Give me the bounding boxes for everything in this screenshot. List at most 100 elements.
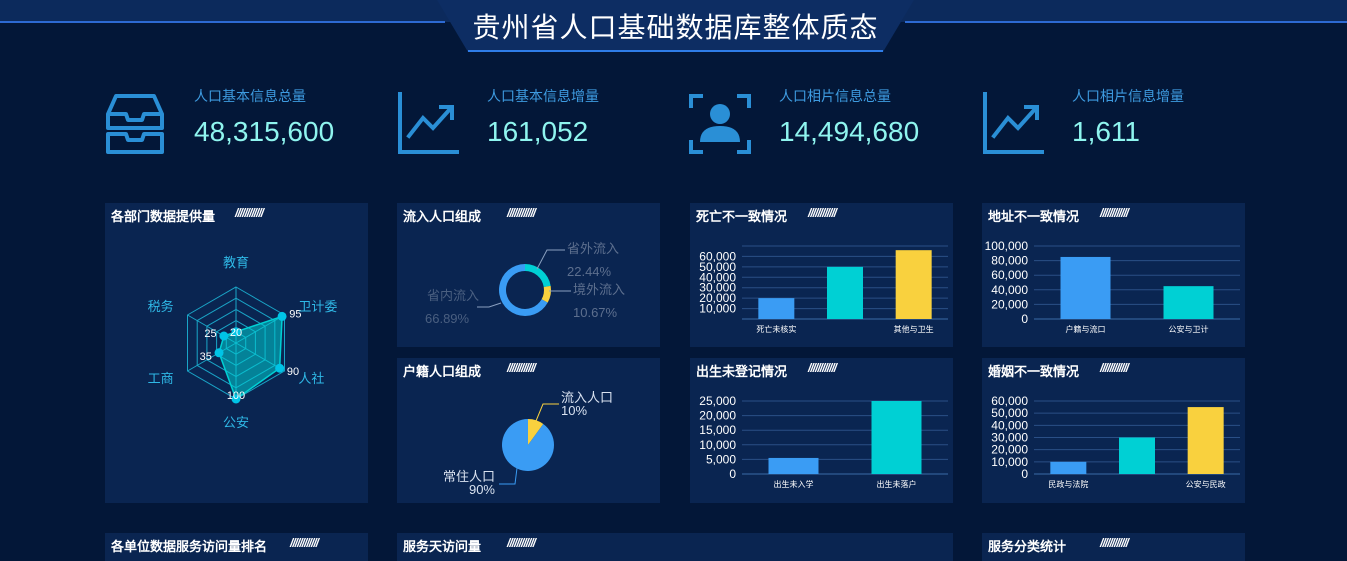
bar-rect: [1050, 461, 1087, 474]
radar-value-label: 25: [204, 328, 216, 340]
page-header: 贵州省人口基础数据库整体质态: [437, 0, 914, 52]
inbox-tray-icon: [106, 94, 164, 154]
panel-birth-unregistered: 出生未登记情况 //////////// 0 5,000 10,000 15,000 2…: [690, 358, 953, 503]
bar-rect: [895, 250, 932, 319]
title-stripes: ////////////: [507, 361, 536, 375]
stat-label: 人口相片信息总量: [779, 88, 891, 104]
pie-label-leader: [499, 467, 518, 485]
bar-ytick-label: 50,000: [699, 260, 736, 274]
radar-indicator-label: 税务: [148, 299, 174, 314]
radar-data-point: [231, 394, 241, 404]
stat-value: 14,494,680: [779, 116, 920, 147]
pie-category-label: 常住人口: [443, 469, 495, 484]
portrait-scan-icon: [689, 94, 751, 154]
bar-rect: [1163, 286, 1214, 319]
pie-slice: [541, 285, 551, 303]
header-line-left: [0, 21, 445, 23]
panel-title: 死亡不一致情况: [696, 209, 788, 224]
panel-title: 流入人口组成: [403, 209, 482, 224]
bar-ytick-label: 5,000: [706, 452, 736, 466]
title-stripes: ////////////: [290, 536, 319, 550]
bar-ytick-label: 20,000: [699, 409, 736, 423]
title-frame: [437, 0, 914, 52]
stat-basic-total: 人口基本信息总量 48,315,600: [104, 82, 384, 162]
pie-label-leader: [477, 302, 502, 308]
title-stripes: ////////////: [235, 206, 264, 220]
radar-indicator-label: 卫计委: [298, 299, 337, 314]
bar-category-label: 出生未落户: [877, 479, 917, 489]
title-stripes: ////////////: [1100, 206, 1129, 220]
panel-address-mismatch: 地址不一致情况 //////////// 0 20,000 40,000 60,000…: [982, 203, 1245, 347]
bar-category-label: 公安与民政: [1186, 479, 1226, 489]
radar-series-area: [218, 315, 283, 401]
pie-category-label: 省内流入: [427, 288, 479, 303]
panel-title: 户籍人口组成: [403, 364, 482, 379]
bar-category-label: 公安与卫计: [1169, 324, 1209, 334]
bar-ytick-label: 0: [729, 467, 736, 481]
radar-data-point: [231, 327, 241, 337]
bar-ytick-label: 20,000: [991, 297, 1028, 311]
panel-department-data: 各部门数据提供量 //////////// 20 95 90 100 35 25 教育 卫计委…: [105, 203, 368, 503]
panel-title: 地址不一致情况: [988, 209, 1080, 224]
panel-marriage-mismatch: 婚姻不一致情况 //////////// 0 10,000 20,000 30,000…: [982, 358, 1245, 503]
panel-title: 出生未登记情况: [696, 364, 788, 379]
bar-ytick-label: 40,000: [699, 270, 736, 284]
pie-value-label: 10%: [561, 403, 587, 418]
stat-basic-increment: 人口基本信息增量 161,052: [397, 82, 657, 162]
bar-category-label: 户籍与流口: [1066, 324, 1106, 334]
bar-rect: [758, 298, 795, 319]
panel-household-population: 户籍人口组成 //////////// 流入人口 10% 常住人口 90%: [397, 358, 660, 503]
radar-indicator-label: 教育: [223, 255, 249, 270]
bar-ytick-label: 80,000: [991, 254, 1028, 268]
stat-label: 人口基本信息增量: [487, 88, 599, 104]
bar-ytick-label: 20,000: [699, 291, 736, 305]
stat-value: 48,315,600: [194, 116, 335, 147]
bar-ytick-label: 50,000: [991, 406, 1028, 420]
trend-chart-icon: [983, 92, 1044, 154]
bar-ytick-label: 10,000: [699, 302, 736, 316]
pie-label-leader: [535, 403, 559, 422]
trend-chart-icon: [398, 92, 459, 154]
radar-value-label: 90: [287, 366, 299, 378]
stat-label: 人口相片信息增量: [1072, 88, 1184, 104]
pie-category-label: 省外流入: [567, 241, 619, 256]
panel-title: 服务分类统计: [988, 539, 1067, 554]
title-stripes: ////////////: [1100, 536, 1129, 550]
pie-value-label: 10.67%: [573, 305, 618, 320]
pie-label-leader: [536, 249, 565, 270]
bar-ytick-label: 10,000: [699, 438, 736, 452]
bar-category-label: 死亡未核实: [756, 324, 796, 334]
bar-rect: [1060, 256, 1111, 319]
pie-value-label: 22.44%: [567, 264, 612, 279]
radar-value-label: 35: [200, 351, 212, 363]
bar-ytick-label: 0: [1021, 312, 1028, 326]
stat-value: 161,052: [487, 116, 589, 147]
inflow-donut-chart: 省外流入 22.44% 境外流入 10.67% 省内流入 66.89%: [425, 241, 625, 326]
bar-ytick-label: 30,000: [699, 281, 736, 295]
bar-ytick-label: 10,000: [991, 455, 1028, 469]
title-stripes: ////////////: [808, 361, 837, 375]
title-stripes: ////////////: [507, 536, 536, 550]
panel-inflow-population: 流入人口组成 //////////// 省外流入 22.44% 境外流入 10.67%…: [397, 203, 660, 347]
panel-service-category: 服务分类统计 ////////////: [982, 533, 1245, 561]
bar-rect: [1187, 407, 1224, 474]
bar-ytick-label: 40,000: [991, 283, 1028, 297]
panel-daily-visits: 服务天访问量 ////////////: [397, 533, 953, 561]
panel-title: 各单位数据服务访问量排名: [111, 539, 268, 554]
stat-photo-increment: 人口相片信息增量 1,611: [982, 82, 1242, 162]
radar-data-point: [214, 348, 224, 358]
title-stripes: ////////////: [1100, 361, 1129, 375]
panel-service-ranking: 各单位数据服务访问量排名 ////////////: [105, 533, 368, 561]
title-stripes: ////////////: [808, 206, 837, 220]
bar-ytick-label: 40,000: [991, 418, 1028, 432]
pie-slice: [528, 419, 544, 445]
bar-ytick-label: 25,000: [699, 394, 736, 408]
radar-indicator-label: 人社: [298, 371, 324, 386]
bar-rect: [768, 457, 819, 474]
radar-data-point: [219, 331, 229, 341]
stat-value: 1,611: [1072, 116, 1140, 147]
